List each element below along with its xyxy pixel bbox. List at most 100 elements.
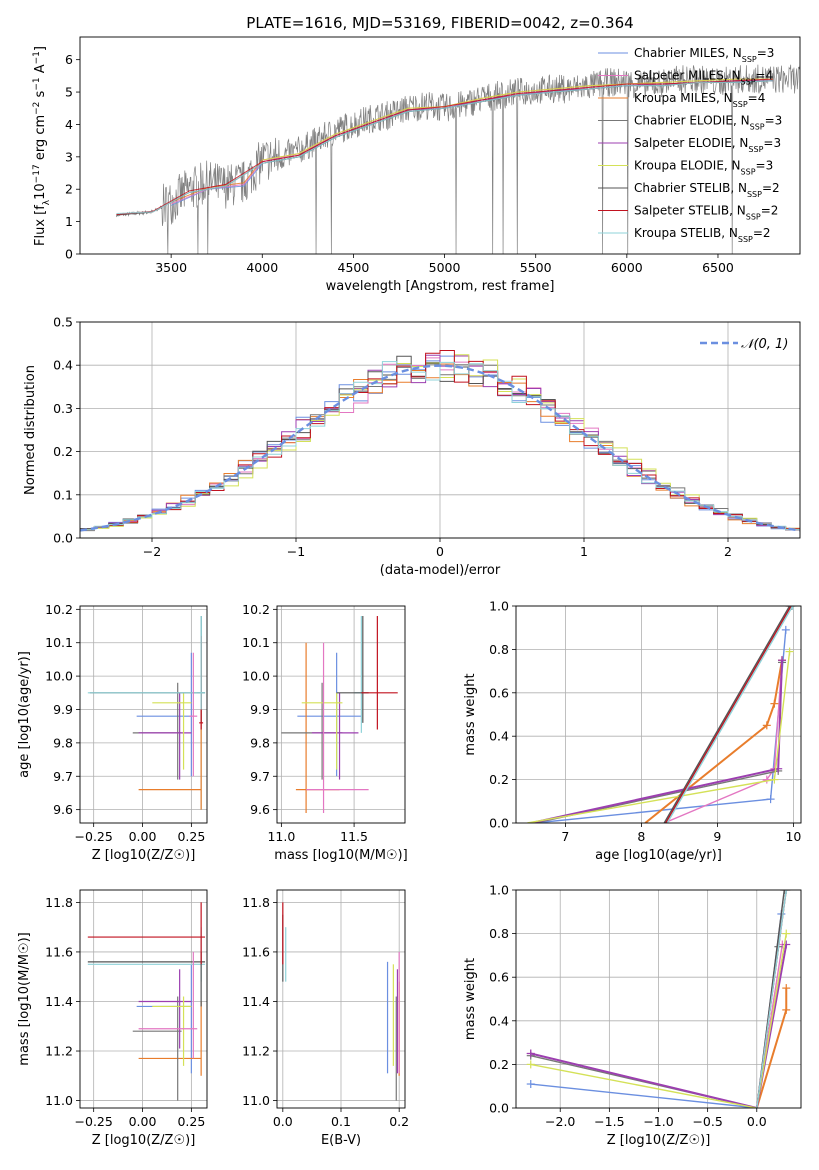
legend-entry: Chabrier STELIB, NSSP=2 — [634, 181, 780, 199]
x-tick-label: 4500 — [338, 260, 370, 275]
y-tick-label: 11.6 — [45, 944, 73, 959]
x-tick-label: −1 — [287, 544, 305, 559]
legend-entry: Chabrier ELODIE, NSSP=3 — [634, 114, 782, 132]
residuals-axes: −2 −1 0 1 2 0.0 0.1 0.2 0.3 0.4 0.5 (data-model)/er… — [23, 315, 801, 578]
x-tick-label: 10 — [785, 829, 801, 844]
x-tick-label: −0.5 — [692, 1114, 722, 1129]
x-tick-label: 5500 — [520, 260, 552, 275]
y-tick-label: 0.5 — [53, 315, 73, 330]
y-tick-label: 1.0 — [489, 883, 509, 898]
x-axis-label: mass [log10(M/M☉)] — [274, 848, 407, 863]
y-tick-label: 1 — [65, 214, 73, 229]
x-axis-label: E(B-V) — [321, 1133, 361, 1148]
model-line — [116, 78, 773, 215]
y-tick-label: 11.8 — [45, 895, 73, 910]
y-tick-label: 0.8 — [489, 642, 509, 657]
y-tick-label: 11.0 — [242, 1093, 270, 1108]
y-tick-label: 0.6 — [489, 970, 509, 985]
y-tick-label: 6 — [65, 52, 73, 67]
axes-frame — [276, 889, 406, 1109]
y-tick-label: 0.0 — [489, 1101, 509, 1116]
legend: Chabrier MILES, NSSP=3 Salpeter MILES, NS… — [598, 46, 782, 244]
model-line — [116, 80, 773, 215]
age_vs_Z-marks — [87, 616, 206, 810]
y-tick-label: 10.1 — [45, 635, 73, 650]
age_vs_Z-axes: −0.25 0.00 0.25 9.6 9.7 9.8 9.9 10.0 10.1 10.2 Z [… — [17, 602, 208, 863]
y-tick-label: 0.3 — [53, 401, 73, 416]
y-tick-label: 10.1 — [242, 635, 270, 650]
mass_vs_Z-marks — [87, 902, 206, 1101]
massweight_vs_Z-marks — [526, 890, 791, 1108]
y-tick-label: 9.6 — [250, 802, 270, 817]
y-tick-label: 5 — [65, 85, 73, 100]
weight-line — [665, 606, 792, 823]
y-axis-label: age [log10(age/yr)] — [17, 651, 32, 778]
spectrum-marks — [116, 64, 800, 254]
y-tick-label: 0.4 — [489, 1013, 509, 1028]
y-tick-label: 10.0 — [45, 669, 73, 684]
axes-frame — [79, 605, 208, 824]
x-tick-label: −2 — [143, 544, 161, 559]
y-tick-label: 10.0 — [242, 669, 270, 684]
x-tick-label: 11.5 — [340, 829, 368, 844]
x-tick-label: 0.00 — [129, 1114, 157, 1129]
massweight_vs_Z-axes: −2.0 −1.5 −1.0 −0.5 0.0 0.0 0.2 0.4 0.6 0.8 1.0 Z [… — [463, 883, 802, 1148]
y-tick-label: 0.2 — [53, 444, 73, 459]
normal-curve — [80, 364, 800, 532]
axes-frame — [276, 605, 406, 824]
legend-entry: Salpeter MILES, NSSP=4 — [634, 69, 773, 87]
weight-line — [530, 944, 788, 1108]
y-tick-label: 0 — [65, 247, 73, 262]
y-tick-label: 2 — [65, 182, 73, 197]
legend-entry: Salpeter ELODIE, NSSP=3 — [634, 136, 781, 154]
x-axis-label: (data-model)/error — [380, 563, 501, 578]
axes-frame — [79, 889, 208, 1109]
legend-entry: 𝒩(0, 1) — [741, 337, 788, 352]
y-tick-label: 11.6 — [242, 944, 270, 959]
x-tick-label: 4000 — [246, 260, 278, 275]
x-axis-label: Z [log10(Z/Z☉)] — [607, 1133, 711, 1148]
x-tick-label: −1.5 — [594, 1114, 624, 1129]
x-tick-label: −0.25 — [75, 829, 113, 844]
y-tick-label: 0.4 — [53, 358, 73, 373]
histogram-series — [80, 361, 800, 531]
y-tick-label: 9.8 — [250, 735, 270, 750]
legend-entry: Chabrier MILES, NSSP=3 — [634, 46, 774, 64]
plots-group: 3500 4000 4500 5000 5500 6000 6500 0 1 2 3 4 5 6 wavel… — [17, 36, 802, 1148]
x-axis-label: Z [log10(Z/Z☉)] — [92, 1133, 196, 1148]
mass_vs_EBV-marks — [282, 902, 400, 1101]
y-tick-label: 0.0 — [489, 816, 509, 831]
model-line — [262, 78, 773, 161]
y-tick-label: 11.8 — [242, 895, 270, 910]
y-tick-label: 0.1 — [53, 487, 73, 502]
y-tick-label: 0.6 — [489, 685, 509, 700]
weight-line — [663, 606, 791, 823]
x-tick-label: 7 — [561, 829, 569, 844]
x-tick-label: 2 — [724, 544, 732, 559]
y-tick-label: 11.2 — [242, 1044, 270, 1059]
y-tick-label: 11.4 — [45, 994, 73, 1009]
x-tick-label: 0.2 — [389, 1114, 409, 1129]
y-tick-label: 9.7 — [250, 769, 270, 784]
weight-line — [530, 913, 783, 1108]
y-tick-label: 0.2 — [489, 1057, 509, 1072]
y-tick-label: 9.9 — [250, 702, 270, 717]
y-tick-label: 4 — [65, 117, 73, 132]
y-tick-label: 0.4 — [489, 729, 509, 744]
figure-title: PLATE=1616, MJD=53169, FIBERID=0042, z=0… — [246, 14, 633, 32]
axes-frame — [79, 36, 801, 255]
y-tick-label: 10.2 — [242, 602, 270, 617]
x-tick-label: −1.0 — [643, 1114, 673, 1129]
legend-entry: Salpeter STELIB, NSSP=2 — [634, 204, 778, 222]
x-tick-label: 5000 — [429, 260, 461, 275]
y-tick-label: 10.2 — [45, 602, 73, 617]
x-tick-label: 0.25 — [177, 829, 205, 844]
legend-entry: Kroupa MILES, NSSP=4 — [634, 91, 765, 109]
x-tick-label: 0 — [436, 544, 444, 559]
legend-entry: Kroupa ELODIE, NSSP=3 — [634, 159, 773, 177]
x-tick-label: 1 — [580, 544, 588, 559]
y-tick-label: 9.8 — [53, 735, 73, 750]
y-tick-label: 9.9 — [53, 702, 73, 717]
x-axis-label: wavelength [Angstrom, rest frame] — [326, 279, 555, 294]
x-tick-label: 0.1 — [331, 1114, 351, 1129]
